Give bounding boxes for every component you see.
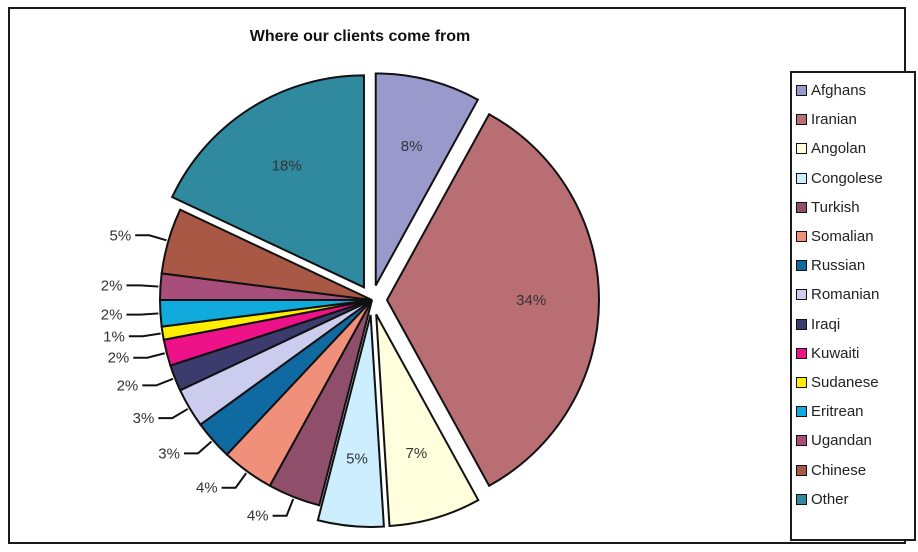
legend-item-russian: Russian: [792, 251, 914, 280]
legend-label: Iraqi: [811, 315, 841, 333]
leader-line-kuwaiti: [133, 352, 165, 359]
legend-swatch: [796, 493, 807, 505]
legend-item-afghans: Afghans: [792, 76, 914, 105]
data-label-iranian: 34%: [516, 292, 546, 309]
legend-label: Ugandan: [811, 432, 872, 450]
leader-line-sudanese: [128, 332, 161, 338]
leader-line-russian: [183, 440, 213, 455]
legend-swatch: [796, 85, 807, 97]
legend-label: Somalian: [811, 228, 874, 246]
legend-label: Angolan: [811, 140, 867, 158]
leader-line-iraqi: [142, 377, 174, 387]
leader-line-eritrean: [126, 312, 159, 316]
legend-label: Russian: [811, 257, 866, 275]
legend-swatch: [796, 406, 807, 418]
pie-slice-congolese: [316, 314, 385, 528]
legend-label: Kuwaiti: [811, 344, 860, 362]
legend-swatch: [796, 201, 807, 213]
legend-label: Eritrean: [811, 403, 864, 421]
legend-label: Afghans: [811, 82, 867, 100]
legend-swatch: [796, 318, 807, 330]
legend-swatch: [796, 347, 807, 359]
data-label-sudanese: 1%: [103, 328, 125, 345]
legend-label: Other: [811, 490, 849, 508]
pie-slice-afghans: [374, 72, 480, 286]
data-label-chinese: 5%: [110, 227, 132, 244]
leader-line-chinese: [135, 234, 167, 242]
data-label-somalian: 4%: [196, 480, 218, 497]
legend-item-angolan: Angolan: [792, 134, 914, 163]
legend-item-chinese: Chinese: [792, 455, 914, 484]
legend-label: Chinese: [811, 461, 867, 479]
legend-item-other: Other: [792, 485, 914, 514]
pie-slice-other: [170, 74, 365, 289]
legend-item-somalian: Somalian: [792, 222, 914, 251]
chart-legend: Afghans Iranian Angolan Congolese Turkish Som…: [790, 71, 916, 541]
legend-item-romanian: Romanian: [792, 280, 914, 309]
pie-slice-iranian: [385, 112, 600, 488]
data-label-eritrean: 2%: [101, 307, 123, 324]
legend-swatch: [796, 172, 807, 184]
legend-swatch: [796, 260, 807, 272]
chart-title: Where our clients come from: [249, 28, 471, 45]
pie-slice-angolan: [375, 313, 480, 528]
data-label-iraqi: 2%: [117, 377, 139, 394]
data-label-other: 18%: [272, 158, 302, 175]
data-label-congolese: 5%: [346, 450, 368, 467]
legend-item-iranian: Iranian: [792, 105, 914, 134]
legend-swatch: [796, 231, 807, 243]
data-label-kuwaiti: 2%: [108, 350, 130, 367]
legend-label: Turkish: [811, 198, 860, 216]
data-label-turkish: 4%: [247, 508, 269, 525]
legend-item-turkish: Turkish: [792, 193, 914, 222]
data-label-angolan: 7%: [406, 445, 428, 462]
data-label-romanian: 3%: [133, 410, 155, 427]
legend-item-iraqi: Iraqi: [792, 310, 914, 339]
leader-line-romanian: [158, 408, 189, 420]
legend-item-congolese: Congolese: [792, 164, 914, 193]
data-label-russian: 3%: [158, 445, 180, 462]
data-label-ugandan: 2%: [101, 277, 123, 294]
legend-item-kuwaiti: Kuwaiti: [792, 339, 914, 368]
legend-item-ugandan: Ugandan: [792, 426, 914, 455]
legend-swatch: [796, 435, 807, 447]
legend-label: Romanian: [811, 286, 880, 304]
legend-label: Congolese: [811, 169, 883, 187]
leader-line-turkish: [272, 498, 295, 517]
legend-swatch: [796, 143, 807, 155]
data-label-afghans: 8%: [401, 138, 423, 155]
leader-line-ugandan: [126, 284, 159, 288]
legend-swatch: [796, 376, 807, 388]
legend-label: Sudanese: [811, 373, 879, 391]
legend-item-eritrean: Eritrean: [792, 397, 914, 426]
legend-swatch: [796, 289, 807, 301]
legend-swatch: [796, 114, 807, 126]
legend-swatch: [796, 464, 807, 476]
legend-label: Iranian: [811, 111, 857, 129]
pie-slice-chinese: [160, 208, 373, 301]
leader-line-somalian: [221, 472, 248, 489]
legend-item-sudanese: Sudanese: [792, 368, 914, 397]
